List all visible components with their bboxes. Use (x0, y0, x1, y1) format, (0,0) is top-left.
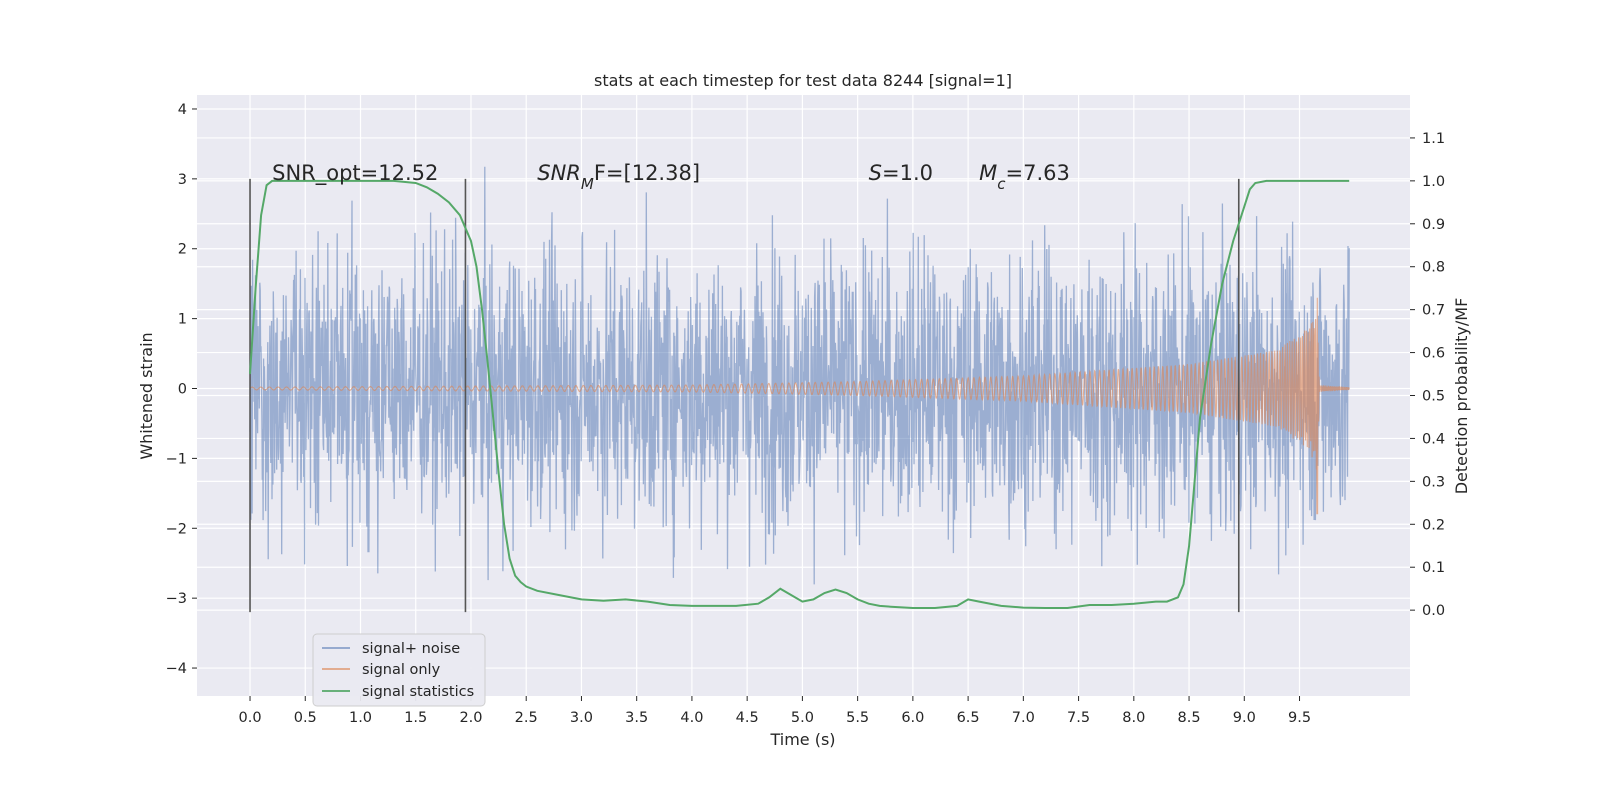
y-right-tick-label: 0.9 (1422, 217, 1445, 233)
x-tick-label: 9.5 (1288, 710, 1311, 726)
legend-label-signal-statistics: signal statistics (362, 684, 474, 700)
y-tick-label: 3 (178, 172, 187, 188)
y-right-tick-label: 0.1 (1422, 560, 1445, 576)
x-tick-label: 6.5 (957, 710, 980, 726)
signal-statistics-series (249, 179, 1350, 609)
signal-statistics-line (249, 179, 1350, 609)
annotation-2: S=1.0 (869, 161, 933, 185)
y-right-tick-label: 0.2 (1422, 517, 1445, 533)
y-tick-label: 1 (178, 312, 187, 328)
x-tick-label: 4.0 (680, 710, 703, 726)
x-axis-label: Time (s) (769, 730, 835, 749)
y-right-tick-label: 0.7 (1422, 303, 1445, 319)
annotation-3: Mc=7.63 (979, 161, 1070, 193)
y-right-tick-label: 1.1 (1422, 131, 1445, 147)
y-right-tick-label: 0.6 (1422, 346, 1445, 362)
signal-only-line (249, 297, 1350, 515)
y-right-tick-label: 0.0 (1422, 603, 1445, 619)
y-tick-label: −4 (166, 661, 187, 677)
marker-lines (249, 178, 1240, 613)
y-tick-label: −1 (166, 451, 187, 467)
x-tick-label: 8.0 (1122, 710, 1145, 726)
y-tick-label: −2 (166, 521, 187, 537)
legend-label-signal-only: signal only (362, 662, 441, 678)
annotation-part: S (869, 161, 882, 185)
x-axis-ticks: 0.0 0.5 1.0 1.5 2.0 2.5 3.0 3.5 4.0 4.5 5.0 5.5 6.0 6… (238, 696, 1311, 726)
annotation-part: =7.63 (1006, 161, 1070, 185)
annotation-part: c (997, 175, 1006, 193)
x-tick-label: 8.5 (1178, 710, 1201, 726)
y-tick-label: 2 (178, 242, 187, 258)
y-right-axis-ticks: 0.0 0.1 0.2 0.3 0.4 0.5 0.6 0.7 0.8 0.9 1.0 1.1 (1410, 131, 1445, 619)
annotation-1: SNRMF=[12.38] (537, 161, 700, 193)
y-axis-label: Whitened strain (137, 332, 156, 459)
y-right-axis-label: Detection probability/MF (1452, 298, 1471, 495)
x-tick-label: 9.0 (1233, 710, 1256, 726)
y-right-tick-label: 0.8 (1422, 260, 1445, 276)
y-tick-label: 4 (178, 102, 187, 118)
legend-label-signal-noise: signal+ noise (362, 641, 460, 657)
legend: signal+ noise signal only signal statist… (312, 633, 486, 707)
y-right-tick-label: 0.4 (1422, 431, 1445, 447)
x-tick-label: 0.0 (238, 710, 261, 726)
y-right-tick-label: 0.5 (1422, 389, 1445, 405)
signal-noise-series (249, 166, 1350, 585)
annotation-part: F=[12.38] (594, 161, 700, 185)
x-tick-label: 1.5 (404, 710, 427, 726)
x-tick-label: 3.0 (570, 710, 593, 726)
x-tick-label: 0.5 (294, 710, 317, 726)
x-tick-label: 7.5 (1067, 710, 1090, 726)
y-tick-label: −3 (166, 591, 187, 607)
x-tick-label: 2.5 (515, 710, 538, 726)
y-right-tick-label: 0.3 (1422, 474, 1445, 490)
x-tick-label: 5.5 (846, 710, 869, 726)
y-axis-ticks: −4 −3 −2 −1 0 1 2 3 4 (166, 102, 197, 677)
x-tick-label: 4.5 (736, 710, 759, 726)
x-tick-label: 7.0 (1012, 710, 1035, 726)
annotation-part: M (581, 175, 594, 193)
x-tick-label: 2.0 (459, 710, 482, 726)
y-right-tick-label: 1.0 (1422, 174, 1445, 190)
annotation-part: =1.0 (882, 161, 933, 185)
chart-title: stats at each timestep for test data 824… (594, 71, 1012, 90)
x-tick-label: 6.0 (901, 710, 924, 726)
x-tick-label: 1.0 (349, 710, 372, 726)
annotations: SNR_opt=12.52 SNRMF=[12.38] S=1.0 Mc=7.63 (272, 161, 1070, 193)
annotation-0: SNR_opt=12.52 (272, 161, 438, 186)
legend-box (312, 633, 486, 707)
x-tick-label: 5.0 (791, 710, 814, 726)
y-tick-label: 0 (178, 382, 187, 398)
x-tick-label: 3.5 (625, 710, 648, 726)
signal-noise-line (249, 166, 1350, 585)
annotation-part: SNR (537, 161, 581, 185)
signal-only-series (249, 297, 1350, 515)
annotation-part: M (979, 161, 997, 185)
